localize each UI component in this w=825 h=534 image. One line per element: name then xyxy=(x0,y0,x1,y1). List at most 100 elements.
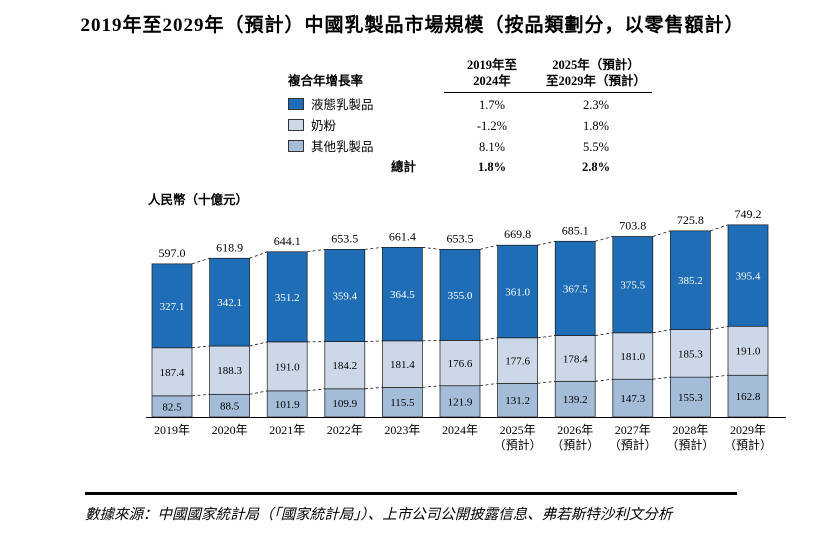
bar-segment xyxy=(670,376,711,418)
segment-value-label: 351.2 xyxy=(275,292,300,304)
legend-label-milk-powder: 奶粉 xyxy=(311,118,337,133)
connector-line xyxy=(191,257,210,265)
x-axis-tick-label: 2026年 xyxy=(557,423,593,437)
bar-segment xyxy=(612,236,654,334)
cagr-column-header-2019-2024: 2019年至 2024年 xyxy=(444,58,540,94)
connector-line xyxy=(364,340,383,342)
legend-row-liquid-dairy: 液態乳製品 1.7% 2.3% xyxy=(288,93,652,114)
legend-swatch-other-dairy xyxy=(288,139,304,152)
connector-line xyxy=(652,376,671,380)
segment-value-label: 187.4 xyxy=(160,367,185,379)
bar-total-label: 685.1 xyxy=(562,223,589,237)
x-axis-tick-label: 2028年 xyxy=(672,423,708,437)
bar-total-label: 644.1 xyxy=(274,234,301,248)
bar-segment xyxy=(324,388,366,418)
cagr-value-other-dairy-2025-2029: 5.5% xyxy=(582,139,610,154)
bar-total-label: 725.8 xyxy=(677,213,704,227)
segment-value-label: 361.0 xyxy=(505,286,530,298)
connector-line xyxy=(249,390,268,395)
bar-segment xyxy=(554,380,596,418)
bar-segment xyxy=(670,329,711,378)
connector-line xyxy=(364,246,383,250)
segment-value-label: 355.0 xyxy=(448,290,473,302)
connector-line xyxy=(710,224,729,232)
bar-segment xyxy=(497,382,538,418)
bar-total-label: 661.4 xyxy=(389,229,416,243)
x-axis-tick-label: 2021年 xyxy=(269,423,305,437)
segment-value-label: 88.5 xyxy=(220,401,240,413)
cagr-column-header-2025-2029: 2025年（預計） 至2029年（預計） xyxy=(540,58,653,94)
bar-total-label: 597.0 xyxy=(159,246,186,260)
legend-label-cell: 奶粉 xyxy=(288,114,444,135)
bar-segment xyxy=(497,337,538,384)
connector-line xyxy=(249,251,268,259)
segment-value-label: 131.2 xyxy=(505,395,530,407)
connector-line xyxy=(479,244,498,250)
x-axis-tick-label: 2019年 xyxy=(154,423,190,437)
segment-value-label: 375.5 xyxy=(620,280,645,292)
segment-value-label: 181.4 xyxy=(390,359,415,371)
bar-segment xyxy=(382,247,423,342)
segment-value-label: 121.9 xyxy=(448,396,473,408)
bar-segment xyxy=(554,335,596,382)
bar-segment xyxy=(324,341,366,390)
cagr-value-total-2019-2024: 1.8% xyxy=(477,160,507,175)
legend-label-cell: 其他乳製品 xyxy=(288,135,444,156)
connector-line xyxy=(307,388,325,392)
connector-line xyxy=(191,345,210,349)
bar-total-label: 749.2 xyxy=(735,207,762,221)
bar-segment xyxy=(727,374,769,418)
bar-segment xyxy=(612,378,654,418)
segment-value-label: 359.4 xyxy=(332,290,357,302)
segment-value-label: 367.5 xyxy=(563,283,588,295)
segment-value-label: 82.5 xyxy=(162,401,182,413)
data-source-note: 數據來源：中國國家統計局（「國家統計局」）、上市公司公開披露信息、弗若斯特沙利文… xyxy=(85,507,673,523)
cagr-value-milk-powder-2025-2029: 1.8% xyxy=(582,118,610,133)
segment-value-label: 184.2 xyxy=(332,360,357,372)
connector-line xyxy=(249,341,268,347)
chart-area: 82.5 187.4 327.1 597.0 2019年 88.5 188.3 342.1 61… xyxy=(146,192,794,460)
segment-value-label: 147.3 xyxy=(620,393,645,405)
bar-segment xyxy=(151,263,193,349)
connector-line xyxy=(364,386,383,390)
segment-value-label: 155.3 xyxy=(678,392,703,404)
connector-line xyxy=(422,385,441,388)
legend-swatch-liquid-dairy xyxy=(288,98,304,110)
cagr-total-row: 總計 1.8% 2.8% xyxy=(288,155,652,176)
x-axis-tick-label: 2022年 xyxy=(327,423,363,437)
x-axis-tick-label: 2023年 xyxy=(384,423,420,437)
bar-total-label: 618.9 xyxy=(216,240,243,254)
connector-line xyxy=(652,230,671,237)
cagr-value-liquid-2025-2029: 2.3% xyxy=(582,98,610,113)
legend-row-other-dairy: 其他乳製品 8.1% 5.5% xyxy=(288,135,652,156)
connector-line xyxy=(537,380,556,384)
bar-total-label: 703.8 xyxy=(619,218,646,232)
x-axis-tick-label: 2024年 xyxy=(442,423,478,437)
bar-segment xyxy=(266,251,308,343)
source-divider-line xyxy=(85,492,737,495)
legend-swatch-milk-powder xyxy=(288,118,304,131)
segment-value-label: 109.9 xyxy=(332,398,357,410)
cagr-header-row: 複合年增長率 2019年至 2024年 2025年（預計） 至2029年（預計） xyxy=(288,58,653,94)
segment-value-label: 191.0 xyxy=(275,361,300,373)
x-axis-tick-label: （預計） xyxy=(666,437,714,452)
legend-label-other-dairy: 其他乳製品 xyxy=(311,139,374,154)
bar-segment xyxy=(670,230,711,330)
page-title: 2019年至2029年（預計）中國乳製品市場規模（按品類劃分，以零售額計） xyxy=(80,15,745,36)
connector-line xyxy=(191,393,210,397)
connector-line xyxy=(710,374,729,378)
connector-line xyxy=(479,337,498,341)
bar-segment xyxy=(209,257,250,347)
bar-segment xyxy=(497,244,538,339)
connector-line xyxy=(595,378,613,382)
bar-segment xyxy=(727,325,769,376)
legend-label-liquid-dairy: 液態乳製品 xyxy=(311,98,374,112)
bar-total-label: 653.5 xyxy=(447,231,474,245)
segment-value-label: 177.6 xyxy=(505,356,530,368)
segment-value-label: 162.8 xyxy=(736,391,761,403)
legend-row-milk-powder: 奶粉 -1.2% 1.8% xyxy=(288,114,652,135)
x-axis-tick-label: 2027年 xyxy=(615,423,651,437)
segment-value-label: 176.6 xyxy=(448,358,473,370)
bar-segment xyxy=(439,249,481,341)
